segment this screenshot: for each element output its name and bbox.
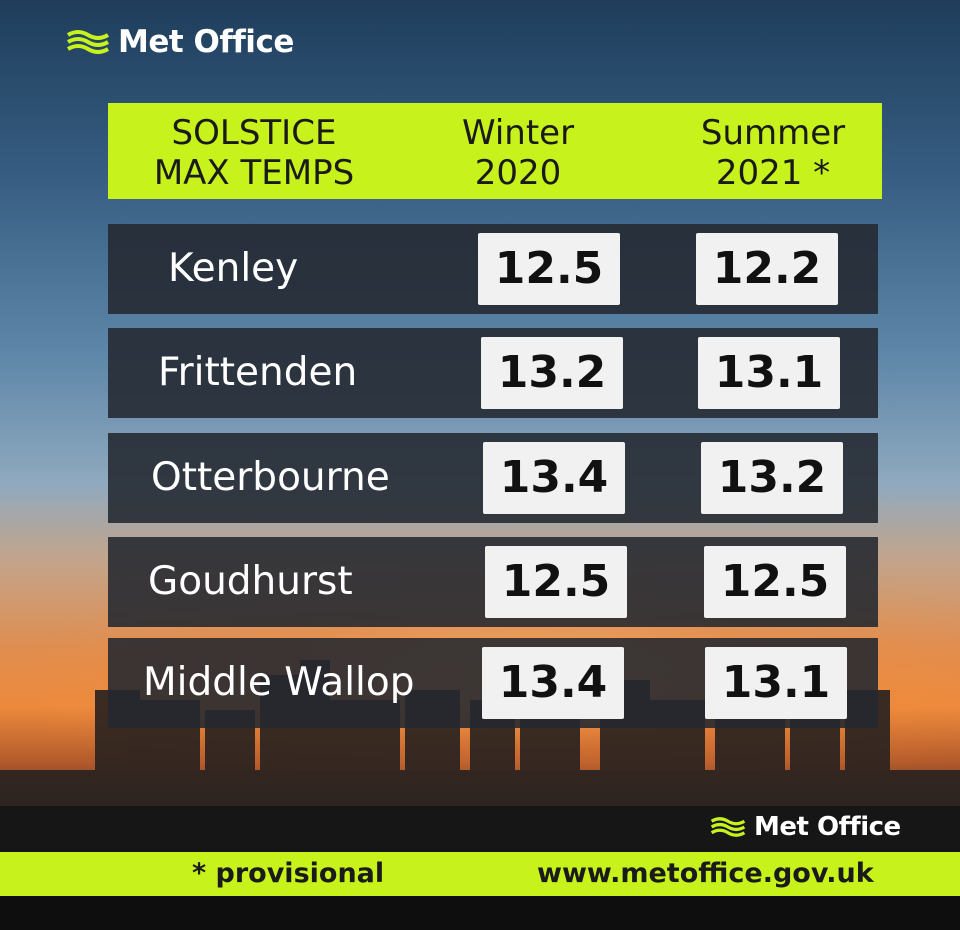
header-summer-line2: 2021 *	[715, 153, 831, 193]
header-title: SOLSTICE MAX TEMPS	[124, 113, 384, 193]
location-name: Kenley	[168, 246, 299, 291]
location-name: Middle Wallop	[143, 660, 415, 705]
header-summer: Summer 2021 *	[673, 113, 873, 193]
table-header: SOLSTICE MAX TEMPS Winter 2020 Summer 20…	[108, 103, 882, 199]
table-row: Otterbourne 13.4 13.2	[108, 433, 878, 523]
header-summer-line1: Summer	[700, 113, 846, 153]
logo-text: Met Office	[118, 24, 294, 60]
location-name: Frittenden	[158, 350, 358, 395]
summer-value: 13.1	[698, 337, 840, 409]
footer-band	[0, 806, 960, 852]
winter-value: 13.4	[482, 647, 624, 719]
table-row: Middle Wallop 13.4 13.1	[108, 638, 878, 728]
location-name: Otterbourne	[151, 455, 390, 500]
summer-value: 12.5	[704, 546, 846, 618]
winter-value: 12.5	[485, 546, 627, 618]
footer-bottom-strip	[0, 896, 960, 930]
table-row: Kenley 12.5 12.2	[108, 224, 878, 314]
met-office-waves-icon	[66, 30, 110, 54]
website-url[interactable]: www.metoffice.gov.uk	[537, 858, 874, 889]
header-winter: Winter 2020	[433, 113, 603, 193]
summer-value: 13.2	[701, 442, 843, 514]
summer-value: 13.1	[705, 647, 847, 719]
header-title-line1: SOLSTICE	[171, 113, 337, 153]
met-office-waves-icon	[710, 817, 746, 837]
table-row: Frittenden 13.2 13.1	[108, 328, 878, 418]
footer-bar: * provisional www.metoffice.gov.uk	[0, 852, 960, 896]
winter-value: 13.2	[481, 337, 623, 409]
winter-value: 13.4	[483, 442, 625, 514]
header-winter-line2: 2020	[474, 153, 562, 193]
table-row: Goudhurst 12.5 12.5	[108, 537, 878, 627]
met-office-logo-footer: Met Office	[710, 812, 901, 842]
met-office-logo: Met Office	[66, 24, 294, 60]
header-winter-line1: Winter	[461, 113, 575, 153]
header-title-line2: MAX TEMPS	[153, 153, 355, 193]
summer-value: 12.2	[696, 233, 838, 305]
logo-text-footer: Met Office	[754, 812, 901, 842]
provisional-note: * provisional	[192, 858, 385, 889]
location-name: Goudhurst	[148, 559, 353, 604]
winter-value: 12.5	[478, 233, 620, 305]
